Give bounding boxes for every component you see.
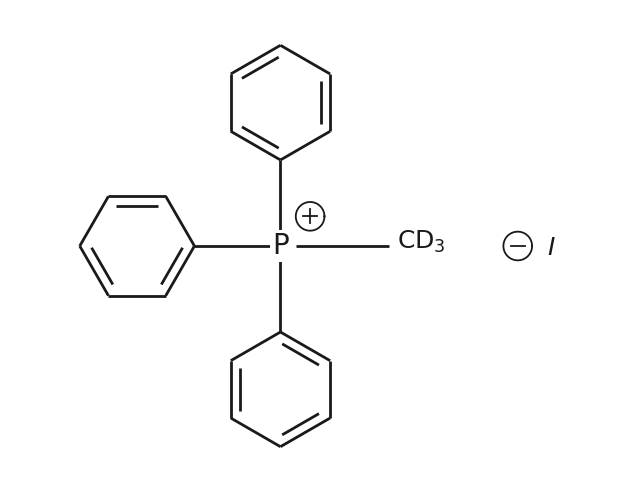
Text: I: I <box>547 236 555 260</box>
Text: P: P <box>272 232 289 260</box>
Text: CD$_3$: CD$_3$ <box>397 229 446 255</box>
